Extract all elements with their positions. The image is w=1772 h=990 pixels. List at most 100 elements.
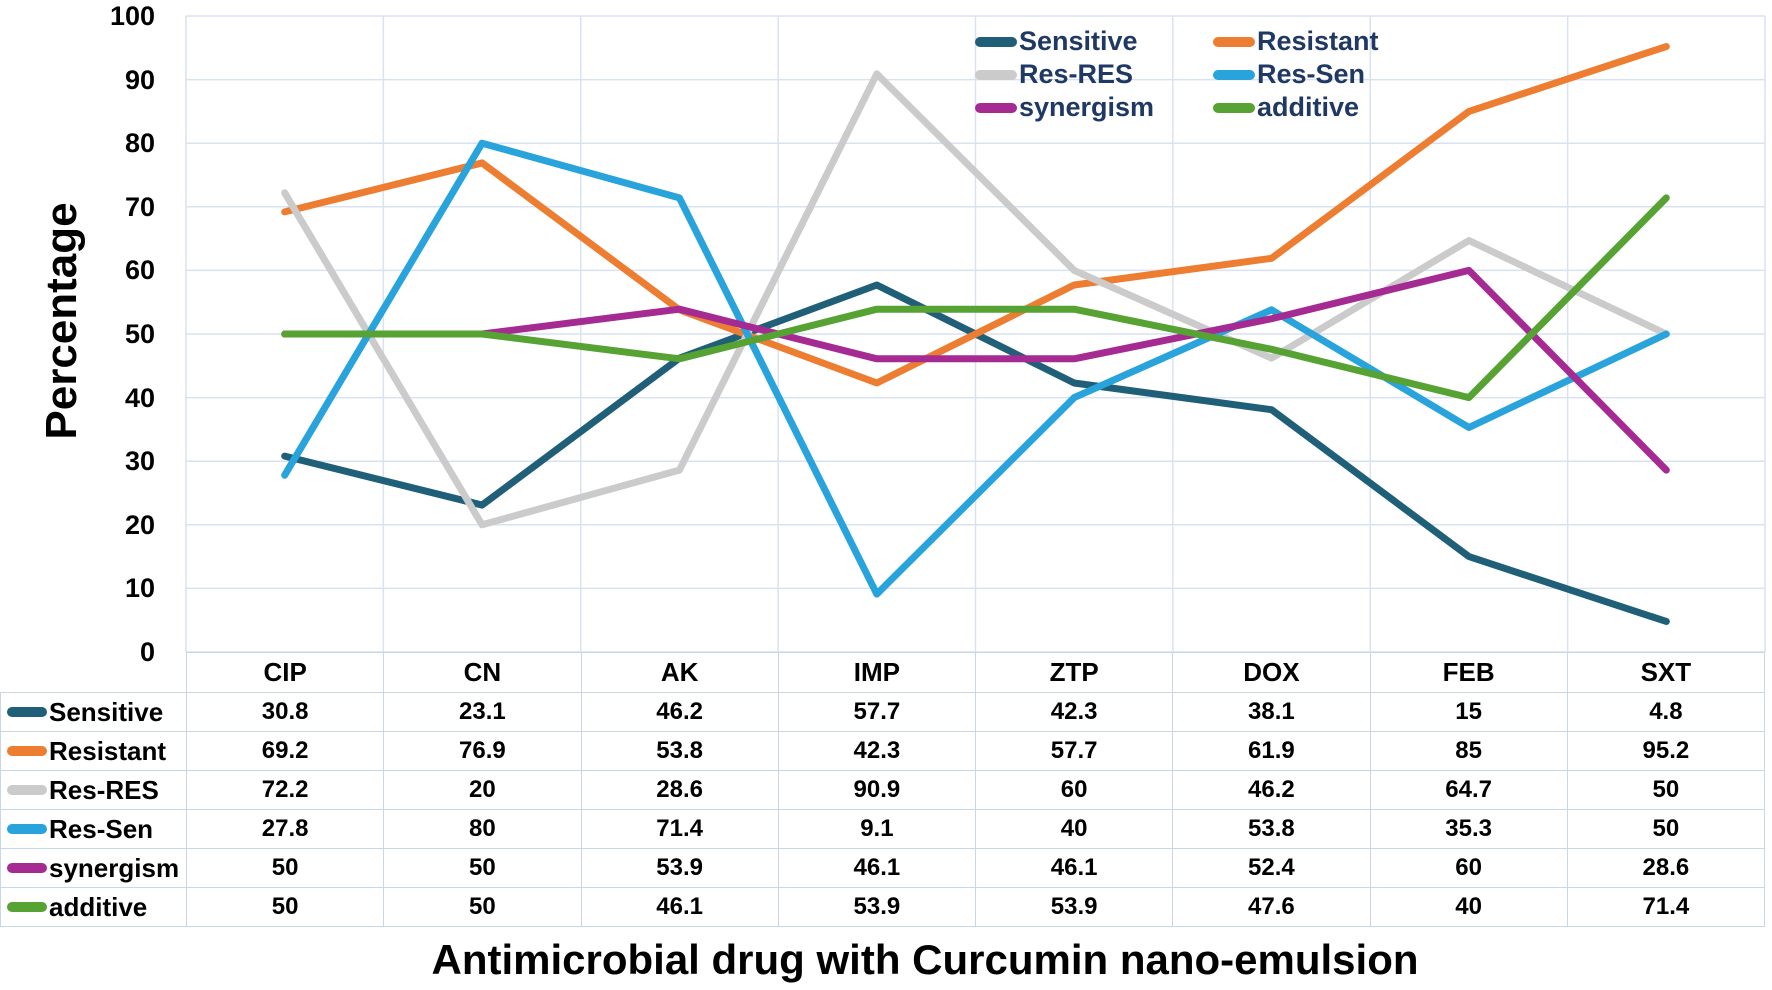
table-row-label-cell: Sensitive <box>0 692 187 732</box>
table-column-header: DOX <box>1172 652 1371 693</box>
series-swatch-icon <box>7 785 47 795</box>
legend-swatch-icon <box>1213 36 1255 47</box>
table-value-cell: 50 <box>1566 809 1766 849</box>
legend-item-synergism: synergism <box>975 91 1213 124</box>
table-value-cell: 40 <box>1369 887 1568 927</box>
series-line-resistant <box>281 43 1670 387</box>
table-value-cell: 61.9 <box>1172 731 1371 771</box>
table-value-cell: 90.9 <box>777 770 977 810</box>
series-line-res-sen <box>281 139 1670 598</box>
table-value-cell: 46.1 <box>974 848 1174 888</box>
y-axis-tick-label: 40 <box>124 382 155 413</box>
y-axis-tick-label: 50 <box>124 319 155 349</box>
legend-swatch-icon <box>1213 69 1255 80</box>
table-blank-corner-cell <box>0 652 187 693</box>
legend-swatch-icon <box>975 102 1017 113</box>
table-column-header: CN <box>383 652 582 693</box>
table-value-cell: 80 <box>383 809 582 849</box>
y-axis-tick-label: 70 <box>124 191 155 222</box>
table-row-label-cell: additive <box>0 887 187 927</box>
series-swatch-icon <box>7 863 47 873</box>
legend-label: synergism <box>1019 92 1155 122</box>
table-value-cell: 60 <box>1369 848 1568 888</box>
table-row-label-cell: Resistant <box>0 731 187 771</box>
table-value-cell: 23.1 <box>383 692 582 732</box>
legend-label: Res-RES <box>1019 59 1134 89</box>
table-row-resistant: Resistant 69.2 76.9 53.8 42.3 57.7 61.9 85 95.2 <box>0 731 1766 771</box>
table-value-cell: 57.7 <box>974 731 1174 771</box>
table-value-cell: 71.4 <box>1566 887 1766 927</box>
table-value-cell: 53.9 <box>580 848 779 888</box>
plot-area <box>185 15 1766 653</box>
table-header-row: CIP CN AK IMP ZTP DOX FEB SXT <box>0 652 1766 693</box>
table-value-cell: 71.4 <box>580 809 779 849</box>
table-value-cell: 42.3 <box>974 692 1174 732</box>
table-value-cell: 47.6 <box>1172 887 1371 927</box>
table-column-header: SXT <box>1566 652 1766 693</box>
y-axis-tick-label: 100 <box>109 1 155 31</box>
table-value-cell: 53.9 <box>974 887 1174 927</box>
table-value-cell: 46.1 <box>777 848 977 888</box>
series-line-res-res <box>281 70 1670 529</box>
table-column-header: AK <box>580 652 779 693</box>
y-axis-tick-label: 80 <box>124 128 155 159</box>
data-table: CIP CN AK IMP ZTP DOX FEB SXT Sensitive 30.8 23.1 4… <box>0 652 1766 927</box>
table-value-cell: 57.7 <box>777 692 977 732</box>
table-value-cell: 46.2 <box>580 692 779 732</box>
legend-label: Sensitive <box>1019 26 1138 56</box>
legend-label: additive <box>1257 92 1360 122</box>
table-value-cell: 69.2 <box>185 731 385 771</box>
table-value-cell: 38.1 <box>1172 692 1371 732</box>
legend-item-res-sen: Res-Sen <box>1213 58 1379 91</box>
table-column-header: CIP <box>185 652 385 693</box>
table-value-cell: 50 <box>1566 770 1766 810</box>
table-value-cell: 4.8 <box>1566 692 1766 732</box>
series-swatch-icon <box>7 746 47 756</box>
table-value-cell: 53.9 <box>777 887 977 927</box>
table-value-cell: 64.7 <box>1369 770 1568 810</box>
table-value-cell: 46.1 <box>580 887 779 927</box>
table-row-synergism: synergism 50 50 53.9 46.1 46.1 52.4 60 28.6 <box>0 848 1766 888</box>
series-line-synergism <box>281 266 1670 474</box>
legend-label: Resistant <box>1257 26 1379 56</box>
y-axis-tick-label: 10 <box>124 573 155 604</box>
legend-swatch-icon <box>975 36 1017 47</box>
legend-item-res-res: Res-RES <box>975 58 1213 91</box>
legend-swatch-icon <box>975 69 1017 80</box>
table-row-additive: additive 50 50 46.1 53.9 53.9 47.6 40 71.4 <box>0 887 1766 927</box>
table-row-res-sen: Res-Sen 27.8 80 71.4 9.1 40 53.8 35.3 50 <box>0 809 1766 849</box>
table-value-cell: 72.2 <box>185 770 385 810</box>
table-column-header: ZTP <box>974 652 1174 693</box>
table-value-cell: 53.8 <box>580 731 779 771</box>
table-value-cell: 35.3 <box>1369 809 1568 849</box>
legend: Sensitive Resistant Res-RES Res-Sen synergis… <box>975 25 1379 124</box>
series-swatch-icon <box>7 902 47 912</box>
y-axis-tick-label: 90 <box>124 64 155 95</box>
table-value-cell: 20 <box>383 770 582 810</box>
table-value-cell: 95.2 <box>1566 731 1766 771</box>
table-column-header: IMP <box>777 652 977 693</box>
table-column-header: FEB <box>1369 652 1568 693</box>
table-value-cell: 52.4 <box>1172 848 1371 888</box>
y-axis-tick-label: 60 <box>124 255 155 286</box>
table-value-cell: 50 <box>185 848 385 888</box>
x-axis-title: Antimicrobial drug with Curcumin nano-em… <box>431 936 1419 983</box>
table-value-cell: 53.8 <box>1172 809 1371 849</box>
series-name-label: Sensitive <box>49 696 164 727</box>
y-axis-tick-label: 20 <box>124 509 155 540</box>
table-row-label-cell: Res-RES <box>0 770 187 810</box>
table-value-cell: 28.6 <box>1566 848 1766 888</box>
table-row-res-res: Res-RES 72.2 20 28.6 90.9 60 46.2 64.7 50 <box>0 770 1766 810</box>
table-row-label-cell: synergism <box>0 848 187 888</box>
table-value-cell: 40 <box>974 809 1174 849</box>
series-name-label: Res-RES <box>49 774 159 805</box>
table-value-cell: 46.2 <box>1172 770 1371 810</box>
series-swatch-icon <box>7 707 47 717</box>
table-value-cell: 9.1 <box>777 809 977 849</box>
table-value-cell: 76.9 <box>383 731 582 771</box>
legend-item-resistant: Resistant <box>1213 25 1379 58</box>
series-name-label: synergism <box>49 852 180 883</box>
legend-label: Res-Sen <box>1257 59 1366 89</box>
series-name-label: Res-Sen <box>49 813 154 844</box>
